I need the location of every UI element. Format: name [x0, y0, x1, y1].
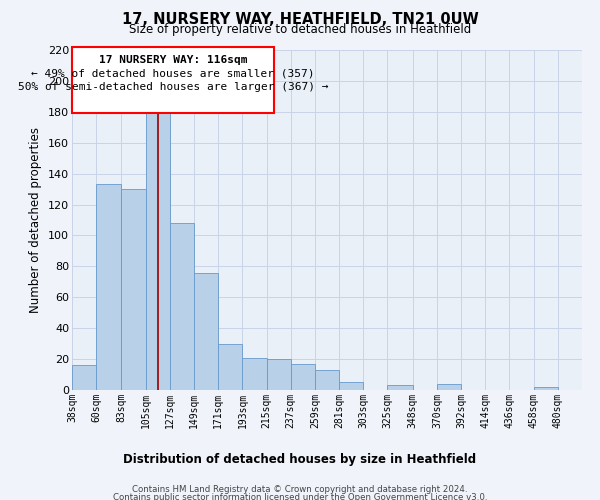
Text: 17, NURSERY WAY, HEATHFIELD, TN21 0UW: 17, NURSERY WAY, HEATHFIELD, TN21 0UW: [122, 12, 478, 28]
Bar: [242, 358, 266, 390]
Bar: [315, 370, 339, 390]
Bar: [72, 47, 274, 114]
Bar: [146, 106, 170, 390]
Bar: [339, 382, 363, 390]
Bar: [437, 384, 461, 390]
Text: Contains HM Land Registry data © Crown copyright and database right 2024.: Contains HM Land Registry data © Crown c…: [132, 485, 468, 494]
Bar: [533, 387, 558, 390]
Y-axis label: Number of detached properties: Number of detached properties: [29, 127, 43, 313]
Text: Contains public sector information licensed under the Open Government Licence v3: Contains public sector information licen…: [113, 493, 487, 500]
Text: Distribution of detached houses by size in Heathfield: Distribution of detached houses by size …: [124, 452, 476, 466]
Bar: [218, 344, 242, 390]
Text: Size of property relative to detached houses in Heathfield: Size of property relative to detached ho…: [129, 22, 471, 36]
Text: 17 NURSERY WAY: 116sqm: 17 NURSERY WAY: 116sqm: [99, 54, 247, 64]
Bar: [388, 386, 413, 390]
Bar: [170, 223, 194, 390]
Bar: [291, 364, 315, 390]
Bar: [266, 359, 291, 390]
Text: 50% of semi-detached houses are larger (367) →: 50% of semi-detached houses are larger (…: [18, 82, 328, 92]
Bar: [194, 272, 218, 390]
Bar: [96, 184, 121, 390]
Text: ← 49% of detached houses are smaller (357): ← 49% of detached houses are smaller (35…: [31, 68, 315, 78]
Bar: [72, 366, 96, 390]
Bar: [121, 189, 146, 390]
